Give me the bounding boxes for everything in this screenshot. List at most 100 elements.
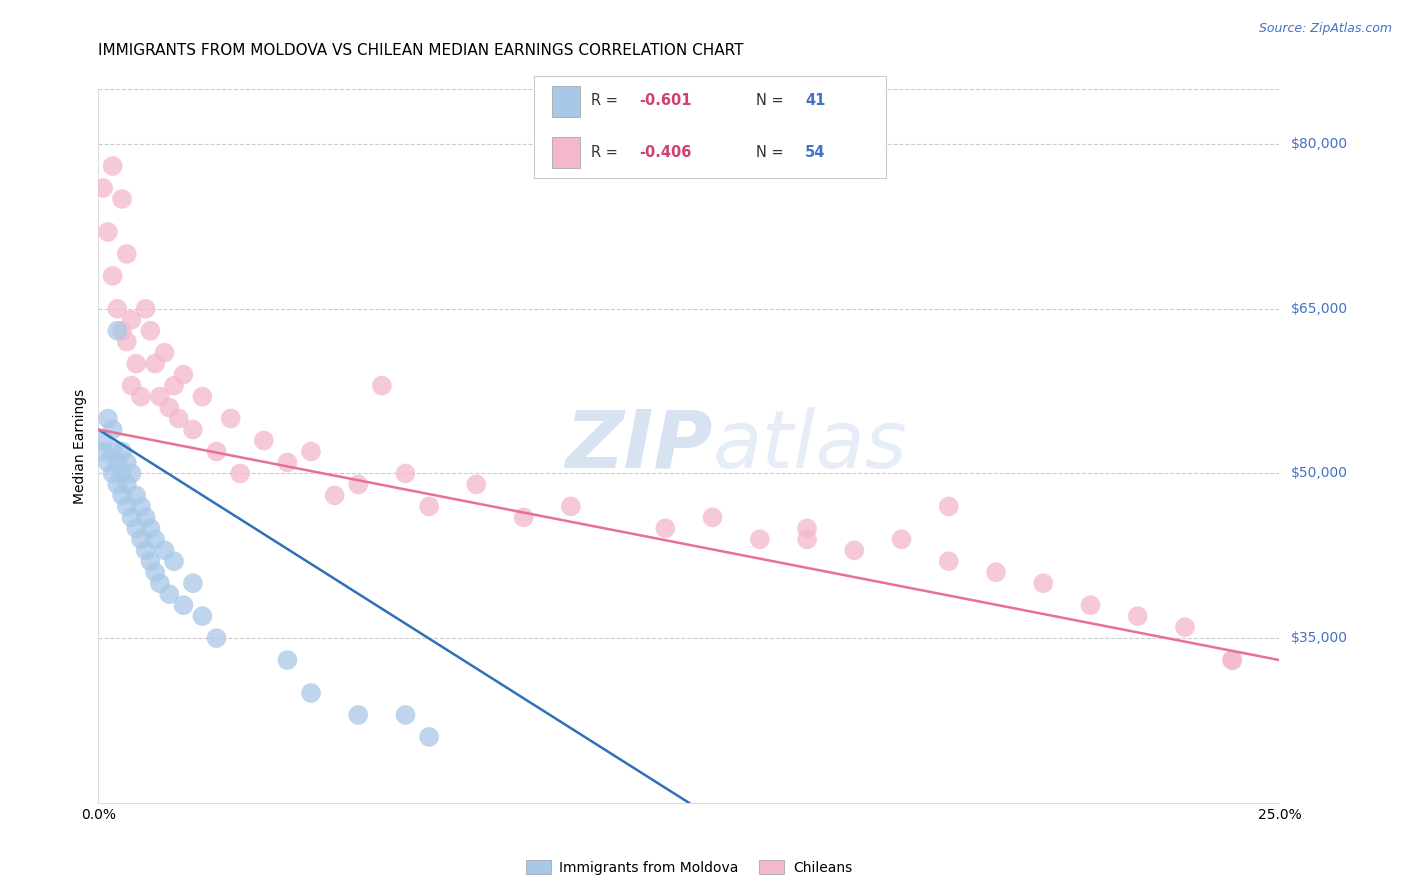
Point	[105, 301, 128, 316]
Point	[115, 477, 138, 491]
Text: -0.406: -0.406	[640, 145, 692, 160]
Point	[139, 521, 162, 535]
Point	[115, 455, 138, 469]
Text: $80,000: $80,000	[1291, 137, 1348, 151]
Point	[125, 521, 148, 535]
Point	[115, 334, 138, 349]
Point	[418, 500, 440, 514]
Point	[111, 444, 134, 458]
Point	[181, 576, 204, 591]
Point	[111, 324, 134, 338]
Point	[702, 510, 724, 524]
Point	[465, 477, 488, 491]
Point	[347, 477, 370, 491]
Point	[101, 423, 124, 437]
Point	[153, 543, 176, 558]
Point	[938, 554, 960, 568]
Point	[172, 598, 194, 612]
Point	[371, 378, 394, 392]
Point	[143, 357, 166, 371]
Text: $35,000: $35,000	[1291, 632, 1347, 645]
Point	[205, 631, 228, 645]
Point	[1220, 653, 1243, 667]
Point	[253, 434, 276, 448]
Point	[149, 576, 172, 591]
Point	[105, 477, 128, 491]
Point	[229, 467, 252, 481]
Point	[143, 566, 166, 580]
Point	[1126, 609, 1149, 624]
Point	[219, 411, 242, 425]
Text: 41: 41	[804, 94, 825, 109]
Text: N =: N =	[756, 94, 787, 109]
Point	[115, 500, 138, 514]
Point	[121, 312, 143, 326]
Bar	[551, 137, 581, 168]
Point	[172, 368, 194, 382]
Point	[796, 521, 818, 535]
Point	[111, 488, 134, 502]
Point	[91, 434, 114, 448]
Point	[101, 159, 124, 173]
Point	[157, 401, 180, 415]
Point	[1220, 653, 1243, 667]
Point	[143, 533, 166, 547]
Point	[654, 521, 676, 535]
Point	[149, 390, 172, 404]
Point	[347, 708, 370, 723]
Point	[105, 455, 128, 469]
Point	[153, 345, 176, 359]
Text: R =: R =	[591, 145, 621, 160]
Point	[890, 533, 912, 547]
Point	[125, 488, 148, 502]
Point	[205, 444, 228, 458]
Point	[191, 390, 214, 404]
Point	[111, 192, 134, 206]
Text: -0.601: -0.601	[640, 94, 692, 109]
Text: R =: R =	[591, 94, 621, 109]
Point	[418, 730, 440, 744]
Point	[299, 686, 322, 700]
Point	[129, 500, 152, 514]
Y-axis label: Median Earnings: Median Earnings	[73, 388, 87, 504]
Text: $50,000: $50,000	[1291, 467, 1347, 481]
Point	[512, 510, 534, 524]
Point	[796, 533, 818, 547]
Point	[101, 268, 124, 283]
Point	[748, 533, 770, 547]
Point	[394, 708, 416, 723]
Point	[139, 324, 162, 338]
Text: Source: ZipAtlas.com: Source: ZipAtlas.com	[1258, 22, 1392, 36]
Point	[163, 378, 186, 392]
Text: 54: 54	[804, 145, 825, 160]
Point	[121, 467, 143, 481]
Point	[129, 390, 152, 404]
Point	[1174, 620, 1197, 634]
Point	[135, 301, 157, 316]
Point	[323, 488, 346, 502]
Point	[181, 423, 204, 437]
Point	[167, 411, 190, 425]
Point	[121, 378, 143, 392]
Text: atlas: atlas	[713, 407, 907, 485]
Point	[299, 444, 322, 458]
Point	[105, 324, 128, 338]
Point	[135, 543, 157, 558]
Bar	[551, 87, 581, 117]
Point	[135, 510, 157, 524]
Point	[157, 587, 180, 601]
Point	[91, 181, 114, 195]
Point	[115, 247, 138, 261]
Text: $65,000: $65,000	[1291, 301, 1348, 316]
Point	[844, 543, 866, 558]
Point	[97, 225, 120, 239]
Point	[139, 554, 162, 568]
Point	[101, 467, 124, 481]
Point	[984, 566, 1007, 580]
Point	[276, 455, 298, 469]
Point	[125, 357, 148, 371]
Text: IMMIGRANTS FROM MOLDOVA VS CHILEAN MEDIAN EARNINGS CORRELATION CHART: IMMIGRANTS FROM MOLDOVA VS CHILEAN MEDIA…	[98, 43, 744, 58]
Point	[938, 500, 960, 514]
Point	[101, 444, 124, 458]
Point	[1080, 598, 1102, 612]
